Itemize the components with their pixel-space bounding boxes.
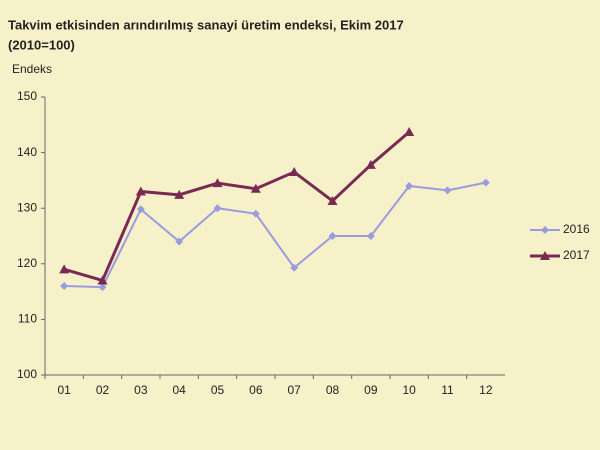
- y-tick-label: 110: [18, 312, 37, 326]
- series-line: [63, 130, 411, 283]
- x-tick-label: 11: [441, 383, 454, 397]
- marker: [60, 282, 69, 291]
- marker: [365, 159, 376, 169]
- marker: [212, 178, 223, 188]
- y-tick-label: 140: [17, 145, 37, 159]
- x-tick-label: 01: [57, 383, 71, 397]
- x-tick-label: 08: [326, 383, 340, 397]
- y-axis-label: Endeks: [12, 62, 52, 76]
- marker: [250, 183, 261, 193]
- x-tick-label: 02: [96, 383, 110, 397]
- marker: [213, 204, 222, 213]
- x-tick-label: 07: [287, 383, 301, 397]
- y-tick-label: 130: [17, 200, 37, 214]
- marker: [328, 232, 337, 240]
- marker: [175, 237, 184, 246]
- y-tick-label: 120: [17, 256, 37, 270]
- chart-title: Takvim etkisinden arındırılmış sanayi ür…: [8, 17, 404, 32]
- marker: [59, 264, 70, 274]
- marker: [481, 178, 490, 187]
- marker: [290, 263, 299, 272]
- chart-subtitle: (2010=100): [8, 37, 75, 52]
- marker: [251, 209, 260, 218]
- x-tick-label: 05: [211, 383, 225, 397]
- y-tick-label: 100: [17, 367, 37, 381]
- marker: [174, 189, 185, 199]
- legend-marker: [541, 226, 549, 234]
- marker: [97, 275, 108, 285]
- marker: [136, 205, 145, 214]
- legend-label: 2016: [563, 222, 590, 236]
- marker: [404, 127, 415, 137]
- legend-label: 2017: [563, 248, 590, 262]
- series-line: [64, 181, 487, 289]
- marker: [135, 186, 146, 196]
- x-tick-label: 04: [172, 383, 186, 397]
- x-tick-label: 03: [134, 383, 148, 397]
- x-tick-label: 10: [402, 383, 416, 397]
- marker: [405, 181, 414, 190]
- marker: [443, 186, 452, 195]
- legend-marker: [540, 251, 550, 260]
- x-tick-label: 09: [364, 383, 378, 397]
- marker: [327, 195, 338, 205]
- marker: [366, 232, 375, 240]
- x-tick-label: 06: [249, 383, 263, 397]
- y-tick-label: 150: [17, 89, 37, 103]
- marker: [289, 167, 300, 177]
- marker: [98, 283, 107, 292]
- x-tick-label: 12: [479, 383, 493, 397]
